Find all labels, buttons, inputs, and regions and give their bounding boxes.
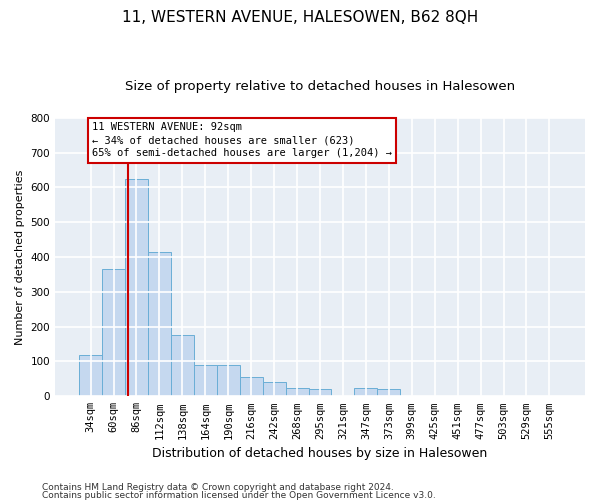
Bar bbox=[194, 365, 217, 396]
Bar bbox=[79, 354, 102, 397]
Text: 11 WESTERN AVENUE: 92sqm
← 34% of detached houses are smaller (623)
65% of semi-: 11 WESTERN AVENUE: 92sqm ← 34% of detach… bbox=[92, 122, 392, 158]
Bar bbox=[355, 388, 377, 396]
Bar bbox=[308, 390, 331, 396]
Bar bbox=[286, 388, 308, 396]
Bar bbox=[171, 336, 194, 396]
X-axis label: Distribution of detached houses by size in Halesowen: Distribution of detached houses by size … bbox=[152, 447, 488, 460]
Bar bbox=[102, 269, 125, 396]
Bar bbox=[148, 252, 171, 396]
Y-axis label: Number of detached properties: Number of detached properties bbox=[15, 170, 25, 344]
Bar bbox=[217, 365, 240, 396]
Bar bbox=[125, 178, 148, 396]
Bar bbox=[377, 390, 400, 396]
Text: Contains public sector information licensed under the Open Government Licence v3: Contains public sector information licen… bbox=[42, 490, 436, 500]
Bar bbox=[263, 382, 286, 396]
Title: Size of property relative to detached houses in Halesowen: Size of property relative to detached ho… bbox=[125, 80, 515, 93]
Bar bbox=[240, 377, 263, 396]
Text: 11, WESTERN AVENUE, HALESOWEN, B62 8QH: 11, WESTERN AVENUE, HALESOWEN, B62 8QH bbox=[122, 10, 478, 25]
Text: Contains HM Land Registry data © Crown copyright and database right 2024.: Contains HM Land Registry data © Crown c… bbox=[42, 484, 394, 492]
